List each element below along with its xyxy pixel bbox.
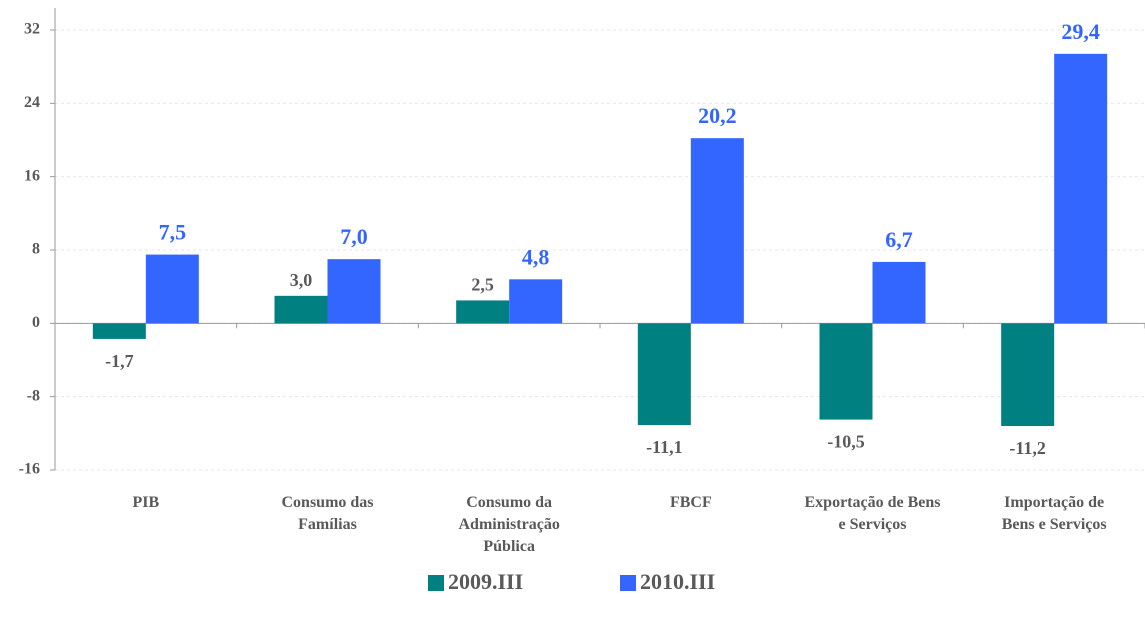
legend-swatch [620, 575, 636, 591]
value-label: 4,8 [522, 244, 550, 269]
bar [690, 138, 744, 324]
bar [637, 323, 691, 426]
bar [509, 279, 563, 324]
x-tick-label: Consumo das Famílias [281, 494, 374, 533]
legend-label: 2010.III [640, 569, 715, 594]
value-label: -10,5 [827, 432, 865, 452]
value-label: -11,2 [1009, 438, 1046, 458]
value-label: -1,7 [105, 351, 134, 371]
bar [327, 259, 381, 324]
x-tick-label: Importação de Bens e Serviços [1001, 494, 1107, 533]
legend-label: 2009.III [448, 569, 523, 594]
y-tick-label: 24 [24, 94, 40, 111]
bar [1001, 323, 1055, 426]
x-tick-label: Exportação de Bens e Serviços [804, 494, 941, 533]
y-tick-label: -16 [19, 461, 40, 478]
bar [872, 261, 926, 324]
value-label: 20,2 [698, 103, 737, 128]
value-label: 29,4 [1061, 19, 1100, 44]
legend-swatch [428, 575, 444, 591]
value-label: 7,5 [159, 220, 187, 245]
bar [1054, 53, 1108, 324]
y-tick-label: -8 [27, 387, 40, 404]
y-tick-label: 0 [32, 314, 40, 331]
x-tick-label: FBCF [669, 494, 712, 511]
value-label: 6,7 [885, 227, 913, 252]
value-label: 3,0 [290, 270, 313, 290]
bar [456, 300, 510, 324]
y-tick-label: 8 [32, 241, 40, 258]
y-tick-label: 16 [24, 167, 40, 184]
bar [145, 254, 199, 324]
x-tick-label: PIB [132, 494, 160, 511]
bar [274, 295, 328, 324]
y-tick-label: 32 [24, 21, 40, 38]
bar [92, 323, 146, 339]
value-label: -11,1 [646, 437, 683, 457]
bar [819, 323, 873, 420]
x-tick-label: Consumo da Administração Pública [458, 494, 560, 555]
value-label: 2,5 [471, 275, 494, 295]
value-label: 7,0 [340, 224, 368, 249]
